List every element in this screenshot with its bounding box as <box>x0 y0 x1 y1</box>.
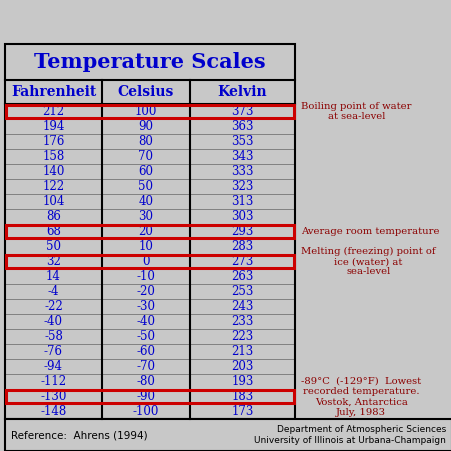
Text: 86: 86 <box>46 210 61 223</box>
Text: 243: 243 <box>231 300 253 313</box>
Bar <box>5 419 451 451</box>
Text: 10: 10 <box>138 240 153 253</box>
Text: -70: -70 <box>136 360 155 373</box>
Text: -50: -50 <box>136 330 155 343</box>
Text: 140: 140 <box>42 165 64 178</box>
Text: -40: -40 <box>44 315 63 328</box>
Text: -89°C  (-129°F)  Lowest
recorded temperature.
Vostok, Antarctica
July, 1983: -89°C (-129°F) Lowest recorded temperatu… <box>300 377 420 417</box>
Text: 104: 104 <box>42 195 64 208</box>
Text: 90: 90 <box>138 120 153 133</box>
Text: -76: -76 <box>44 345 63 358</box>
Text: 50: 50 <box>46 240 61 253</box>
Text: 60: 60 <box>138 165 153 178</box>
Text: 50: 50 <box>138 180 153 193</box>
Text: 203: 203 <box>231 360 253 373</box>
Text: -4: -4 <box>48 285 59 298</box>
Text: 20: 20 <box>138 225 153 238</box>
Text: 343: 343 <box>231 150 253 163</box>
Bar <box>5 44 295 419</box>
Text: 263: 263 <box>231 270 253 283</box>
Text: Kelvin: Kelvin <box>217 85 267 99</box>
Text: Melting (freezing) point of
ice (water) at
sea-level: Melting (freezing) point of ice (water) … <box>300 247 435 276</box>
Text: -100: -100 <box>133 405 159 418</box>
Bar <box>6 225 293 238</box>
Text: 14: 14 <box>46 270 61 283</box>
Text: Department of Atmospheric Sciences
University of Illinois at Urbana-Champaign: Department of Atmospheric Sciences Unive… <box>253 425 445 445</box>
Bar <box>6 105 293 118</box>
Text: 30: 30 <box>138 210 153 223</box>
Text: 0: 0 <box>142 255 149 268</box>
Text: 223: 223 <box>231 330 253 343</box>
Text: -94: -94 <box>44 360 63 373</box>
Text: Temperature Scales: Temperature Scales <box>34 52 265 72</box>
Bar <box>6 255 293 268</box>
Text: -20: -20 <box>136 285 155 298</box>
Text: 32: 32 <box>46 255 61 268</box>
Text: 193: 193 <box>231 375 253 388</box>
Text: Average room temperature: Average room temperature <box>300 227 438 236</box>
Text: Boiling point of water
at sea-level: Boiling point of water at sea-level <box>300 102 410 121</box>
Bar <box>6 390 293 403</box>
Text: -30: -30 <box>136 300 155 313</box>
Text: -90: -90 <box>136 390 155 403</box>
Text: 363: 363 <box>231 120 253 133</box>
Text: 68: 68 <box>46 225 61 238</box>
Text: -22: -22 <box>44 300 63 313</box>
Text: -60: -60 <box>136 345 155 358</box>
Text: 353: 353 <box>231 135 253 148</box>
Text: 194: 194 <box>42 120 64 133</box>
Text: -40: -40 <box>136 315 155 328</box>
Text: 293: 293 <box>231 225 253 238</box>
Text: 233: 233 <box>231 315 253 328</box>
Text: 283: 283 <box>231 240 253 253</box>
Text: 213: 213 <box>231 345 253 358</box>
Text: 333: 333 <box>231 165 253 178</box>
Text: -58: -58 <box>44 330 63 343</box>
Text: 303: 303 <box>231 210 253 223</box>
Text: 100: 100 <box>134 105 157 118</box>
Text: 40: 40 <box>138 195 153 208</box>
Text: 80: 80 <box>138 135 153 148</box>
Text: 373: 373 <box>231 105 253 118</box>
Text: -148: -148 <box>40 405 66 418</box>
Text: 323: 323 <box>231 180 253 193</box>
Text: Reference:  Ahrens (1994): Reference: Ahrens (1994) <box>11 430 147 440</box>
Text: -80: -80 <box>136 375 155 388</box>
Text: 122: 122 <box>42 180 64 193</box>
Text: 273: 273 <box>231 255 253 268</box>
Text: -10: -10 <box>136 270 155 283</box>
Text: Celsius: Celsius <box>118 85 174 99</box>
Text: 158: 158 <box>42 150 64 163</box>
Text: Fahrenheit: Fahrenheit <box>11 85 96 99</box>
Text: 212: 212 <box>42 105 64 118</box>
Text: 313: 313 <box>231 195 253 208</box>
Text: 176: 176 <box>42 135 64 148</box>
Text: 183: 183 <box>231 390 253 403</box>
Text: -130: -130 <box>40 390 67 403</box>
Text: 173: 173 <box>231 405 253 418</box>
Text: 253: 253 <box>231 285 253 298</box>
Text: -112: -112 <box>40 375 66 388</box>
Text: 70: 70 <box>138 150 153 163</box>
